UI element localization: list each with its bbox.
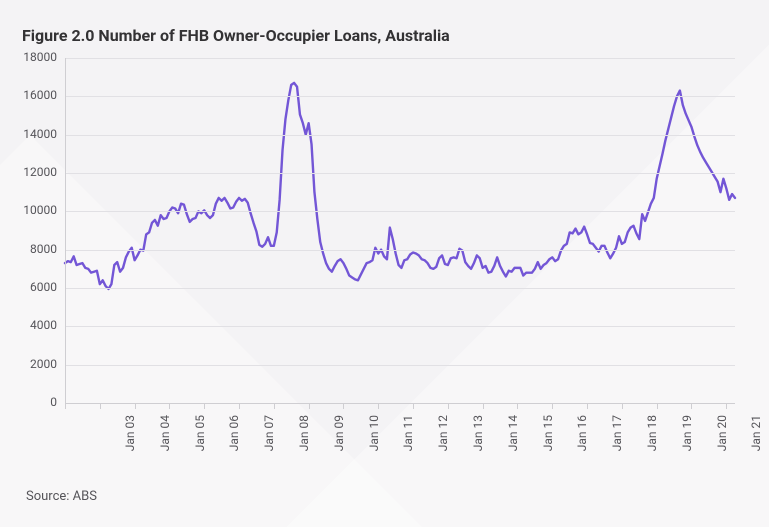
x-axis-tick	[65, 403, 66, 409]
x-axis-tick-label: Jan 05	[193, 415, 207, 475]
x-axis-tick-label: Jan 13	[471, 415, 485, 475]
x-axis-tick-label: Jan 20	[715, 415, 729, 475]
x-axis-tick-label: Jan 16	[575, 415, 589, 475]
x-axis-tick	[135, 403, 136, 409]
gridline	[65, 96, 735, 97]
x-axis-tick	[552, 403, 553, 409]
gridline	[65, 58, 735, 59]
x-axis-tick-label: Jan 06	[227, 415, 241, 475]
chart-source: Source: ABS	[26, 489, 97, 504]
gridline	[65, 250, 735, 251]
x-axis-tick	[100, 403, 101, 409]
x-axis-tick-label: Jan 17	[610, 415, 624, 475]
x-axis-tick	[343, 403, 344, 409]
data-series-line	[65, 83, 735, 289]
y-axis-tick-label: 2000	[7, 357, 57, 371]
x-axis-tick-label: Jan 18	[645, 415, 659, 475]
gridline	[65, 211, 735, 212]
x-axis-tick-label: Jan 08	[297, 415, 311, 475]
x-axis-tick	[239, 403, 240, 409]
y-axis-tick-label: 4000	[7, 318, 57, 332]
gridline	[65, 173, 735, 174]
x-axis-tick-label: Jan 09	[332, 415, 346, 475]
x-axis-tick	[413, 403, 414, 409]
x-axis-tick	[169, 403, 170, 409]
x-axis-tick-label: Jan 04	[158, 415, 172, 475]
y-axis-tick-label: 18000	[7, 50, 57, 64]
x-axis-tick	[483, 403, 484, 409]
chart-title: Figure 2.0 Number of FHB Owner-Occupier …	[22, 26, 450, 45]
y-axis-tick-label: 6000	[7, 280, 57, 294]
line-chart-svg	[65, 58, 735, 403]
gridline	[65, 135, 735, 136]
x-axis-line	[65, 403, 735, 404]
y-axis-line	[65, 58, 66, 403]
x-axis-tick	[587, 403, 588, 409]
x-axis-tick-label: Jan 19	[680, 415, 694, 475]
gridline	[65, 365, 735, 366]
x-axis-tick	[378, 403, 379, 409]
y-axis-tick-label: 12000	[7, 165, 57, 179]
y-axis-tick-label: 16000	[7, 88, 57, 102]
x-axis-tick-label: Jan 21	[749, 415, 763, 475]
gridline	[65, 288, 735, 289]
x-axis-tick	[726, 403, 727, 409]
x-axis-tick	[274, 403, 275, 409]
chart-plot-area	[65, 58, 735, 403]
x-axis-tick-label: Jan 11	[401, 415, 415, 475]
x-axis-tick	[517, 403, 518, 409]
x-axis-tick	[622, 403, 623, 409]
x-axis-tick	[309, 403, 310, 409]
x-axis-tick	[657, 403, 658, 409]
x-axis-tick	[691, 403, 692, 409]
y-axis-tick-label: 10000	[7, 203, 57, 217]
x-axis-tick-label: Jan 03	[123, 415, 137, 475]
x-axis-tick-label: Jan 14	[506, 415, 520, 475]
gridline	[65, 326, 735, 327]
x-axis-tick	[448, 403, 449, 409]
y-axis-tick-label: 14000	[7, 127, 57, 141]
y-axis-tick-label: 8000	[7, 242, 57, 256]
x-axis-tick-label: Jan 12	[436, 415, 450, 475]
x-axis-tick-label: Jan 10	[367, 415, 381, 475]
x-axis-tick	[204, 403, 205, 409]
y-axis-tick-label: 0	[7, 395, 57, 409]
x-axis-tick-label: Jan 15	[541, 415, 555, 475]
x-axis-tick-label: Jan 07	[262, 415, 276, 475]
